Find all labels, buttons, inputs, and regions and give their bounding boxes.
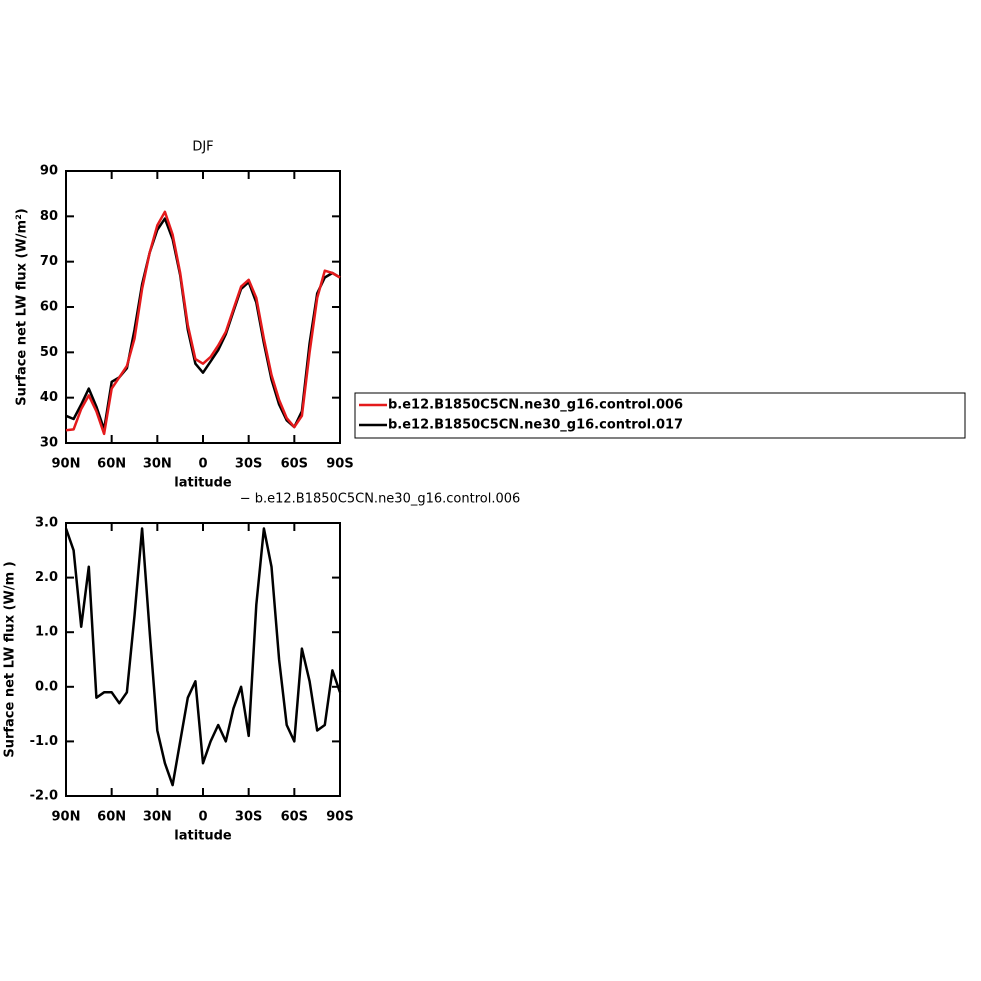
legend-box: [354, 392, 966, 439]
x-tick-label: 30N: [143, 810, 172, 825]
plot-frame: [65, 170, 341, 444]
series-line: [65, 217, 341, 431]
x-tick-label: 90S: [326, 457, 353, 472]
x-tick-label: 0: [198, 810, 207, 825]
x-tick-label: 90N: [52, 457, 81, 472]
y-tick-label: 3.0: [35, 516, 58, 531]
y-tick-label: 50: [40, 345, 58, 360]
y-tick-label: 70: [40, 254, 58, 269]
y-tick-label: 0.0: [35, 679, 58, 694]
y-axis-label: Surface net LW flux (W/m²): [15, 208, 30, 405]
x-axis-label: latitude: [174, 829, 232, 844]
series-line: [64, 527, 342, 787]
x-tick-label: 90N: [52, 810, 81, 825]
x-tick-label: 60N: [97, 810, 126, 825]
y-tick-label: 40: [40, 390, 58, 405]
x-tick-label: 90S: [326, 810, 353, 825]
x-tick-label: 30S: [235, 457, 262, 472]
legend-label: b.e12.B1850C5CN.ne30_g16.control.017: [388, 418, 683, 433]
x-tick-label: 60S: [281, 810, 308, 825]
x-tick-label: 30S: [235, 810, 262, 825]
y-axis-label: Surface net LW flux (W/m ): [3, 561, 18, 757]
legend-label: b.e12.B1850C5CN.ne30_g16.control.006: [388, 398, 683, 413]
x-tick-label: 30N: [143, 457, 172, 472]
y-tick-label: 80: [40, 209, 58, 224]
x-tick-label: 0: [198, 457, 207, 472]
y-tick-label: 30: [40, 436, 58, 451]
y-tick-label: 2.0: [35, 570, 58, 585]
chart-title: DJF: [192, 140, 213, 155]
x-axis-label: latitude: [174, 476, 232, 491]
x-tick-label: 60N: [97, 457, 126, 472]
y-tick-label: 60: [40, 300, 58, 315]
y-tick-label: -2.0: [30, 789, 58, 804]
y-tick-label: 1.0: [35, 625, 58, 640]
x-tick-label: 60S: [281, 457, 308, 472]
series-line: [65, 210, 341, 436]
y-tick-label: -1.0: [30, 734, 58, 749]
y-tick-label: 90: [40, 164, 58, 179]
chart-title: − b.e12.B1850C5CN.ne30_g16.control.006: [240, 492, 521, 507]
